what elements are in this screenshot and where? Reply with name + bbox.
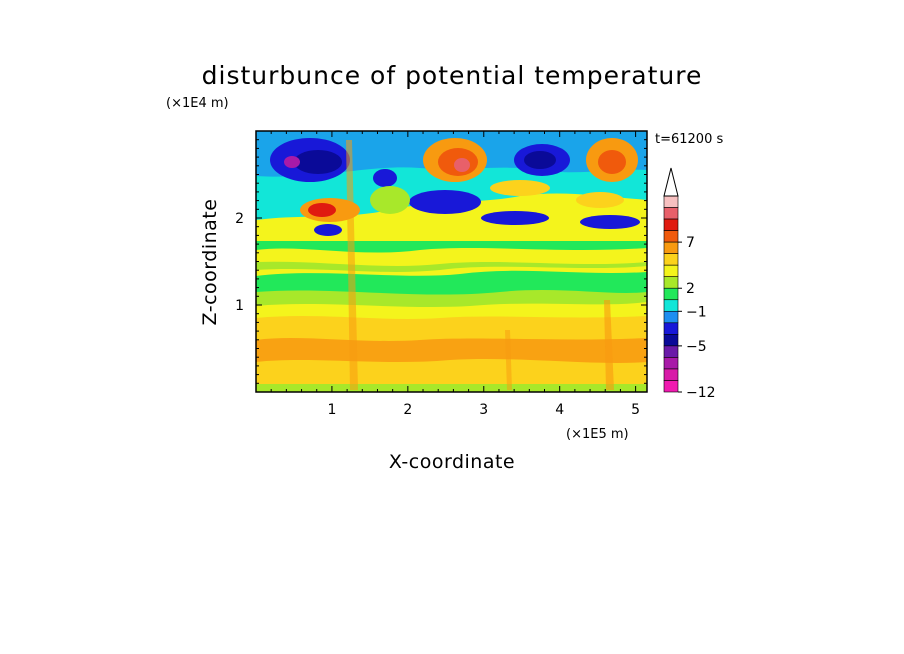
time-label: t=61200 s <box>655 132 723 147</box>
red-orange-core-2 <box>598 150 626 174</box>
colorbar-swatch <box>663 253 679 266</box>
colorbar-swatch <box>663 264 679 278</box>
heatmap-field <box>256 131 647 392</box>
colorbar-swatch <box>663 380 679 393</box>
blue-spot-2 <box>373 169 397 187</box>
darkblue-core-1 <box>294 150 342 174</box>
darkblue-core-2 <box>524 151 556 169</box>
blue-band-1 <box>409 190 481 214</box>
colorbar-swatch <box>663 230 679 243</box>
x-axis-ticks: 1 2 3 4 5 <box>270 131 640 418</box>
x-tick-label: 1 <box>327 402 336 418</box>
colorbar-swatch <box>663 334 679 347</box>
colorbar-label: −12 <box>686 385 716 401</box>
colorbar-swatch <box>663 357 679 370</box>
mid-yellow-band <box>256 248 647 276</box>
x-scale-note: (×1E5 m) <box>566 427 629 442</box>
colorbar-label: −1 <box>686 304 707 320</box>
x-tick-label: 4 <box>555 402 564 418</box>
colorbar-swatch <box>663 299 679 312</box>
y-axis-ticks: 12 <box>235 139 647 384</box>
colorbar-label: −5 <box>686 339 707 355</box>
colorbar-label: 7 <box>686 235 695 251</box>
y-tick-label: 1 <box>235 298 244 314</box>
colorbar-swatch <box>663 207 679 220</box>
x-tick-label: 5 <box>631 402 640 418</box>
blue-spot-1 <box>314 224 342 236</box>
streak-2 <box>604 300 614 390</box>
purple-core-1 <box>284 156 300 168</box>
pink-core-1 <box>454 158 470 172</box>
colorbar-label: 2 <box>686 281 695 297</box>
colorbar-swatch <box>663 276 679 289</box>
colorbar-swatch <box>663 195 679 208</box>
y-tick-label: 2 <box>235 211 244 227</box>
y-axis-label: Z-coordinate <box>199 199 221 326</box>
colorbar-swatch <box>663 287 679 301</box>
blue-band-2 <box>481 211 549 225</box>
gold-band-2 <box>576 192 624 208</box>
y-scale-note: (×1E4 m) <box>166 96 229 111</box>
colorbar-swatch <box>663 368 679 381</box>
blue-band-3 <box>580 215 640 229</box>
ground-band <box>256 384 647 392</box>
colorbar-extend-arrow <box>663 167 679 197</box>
colorbar-swatch <box>663 241 679 254</box>
chart-title: disturbunce of potential temperature <box>202 61 703 90</box>
lime-patch <box>370 186 410 214</box>
x-tick-label: 3 <box>479 402 488 418</box>
colorbar: 7 2 −1 −5 −12 <box>663 167 716 401</box>
x-axis-label: X-coordinate <box>389 451 515 473</box>
red-core-3 <box>308 203 336 217</box>
gold-band-1 <box>490 180 550 196</box>
colorbar-swatch <box>663 345 679 358</box>
streak-3 <box>505 330 512 390</box>
colorbar-swatch <box>663 322 679 335</box>
x-tick-label: 2 <box>403 402 412 418</box>
streak-1 <box>346 140 358 390</box>
colorbar-swatch <box>663 218 679 231</box>
colorbar-swatch <box>663 310 679 324</box>
